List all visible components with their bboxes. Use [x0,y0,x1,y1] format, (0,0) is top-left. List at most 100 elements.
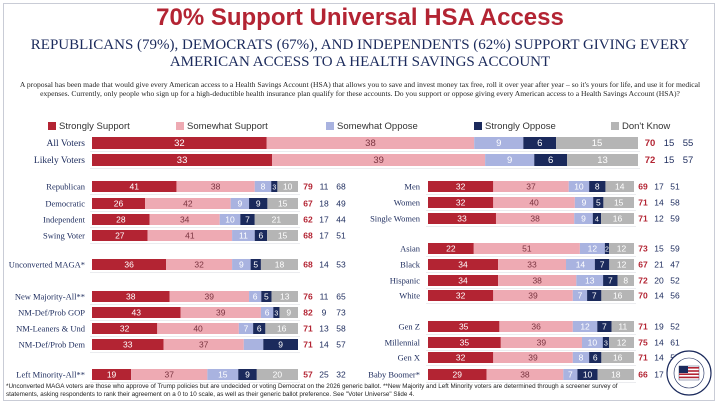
bar-segment-somewhat-support [166,259,233,270]
bar-value-label: 41 [129,182,139,192]
net-support: 68 [336,182,346,192]
bar-segment-strongly-oppose [597,321,612,332]
bar-value-label: 9 [582,198,587,208]
bar-value-label: 12 [617,260,627,270]
bar-value-label: 9 [238,199,243,209]
slide-title: 70% Support Universal HSA Access [156,4,564,31]
bar-segment-somewhat-support [493,181,569,192]
bar-value-label: 19 [107,370,117,380]
total-support: 79 [303,182,313,192]
total-support: 69 [638,182,648,192]
bar-value-label: 10 [574,182,584,192]
bar-segment-somewhat-oppose [238,323,254,334]
bar-segment-somewhat-oppose [254,181,272,192]
net-support: 59 [670,244,680,254]
bar-segment-somewhat-oppose [207,369,239,380]
bar-segment-strongly-support [428,352,494,363]
bar-segment-strongly-oppose [254,230,268,241]
net-support: 49 [336,199,346,209]
bar-value-label: 5 [253,260,258,270]
bar-value-label: 33 [123,340,133,350]
bar-segment-strongly-oppose [253,323,266,334]
new-majority-project-seal [666,350,712,396]
bar-segment-somewhat-support [180,307,261,318]
bar-segment-dont-know [279,307,298,318]
legend: Strongly Support Somewhat Support Somewh… [0,121,720,133]
total-oppose: 17 [654,182,664,192]
bar-segment-strongly-support [92,198,146,209]
bar-segment-somewhat-support [266,137,475,149]
bar-value-label: 10 [583,370,593,380]
row-label: NM-Def/Prob Dem [19,340,86,350]
bar-value-label: 8 [261,182,266,192]
bar-value-label: 37 [526,182,536,192]
bar-value-label: 16 [613,353,623,363]
bar-segment-dont-know [567,154,638,166]
bar-value-label: 12 [617,338,627,348]
bar-value-label: 41 [185,231,195,241]
bar-value-label: 9 [507,155,512,166]
bar-value-label: 9 [278,340,283,350]
bar-segment-strongly-oppose [592,213,602,224]
bar-segment-dont-know [271,291,298,302]
bar-segment-somewhat-support [499,321,573,332]
bar-value-label: 11 [618,322,627,332]
total-oppose: 14 [654,198,664,208]
row-label: Swing Voter [43,231,85,241]
bar-value-label: 32 [456,353,466,363]
bar-segment-somewhat-support [493,197,575,208]
total-oppose: 17 [654,370,664,380]
bar-segment-strongly-support [92,307,181,318]
bar-segment-strongly-oppose [271,181,278,192]
bar-value-label: 7 [245,215,250,225]
bar-segment-strongly-support [92,369,132,380]
legend-somewhat-oppose: Somewhat Oppose [326,121,418,132]
total-oppose: 20 [654,276,664,286]
legend-strongly-oppose: Strongly Oppose [474,121,556,132]
total-oppose: 14 [319,260,329,270]
bar-value-label: 9 [239,260,244,270]
bar-segment-strongly-oppose [602,337,610,348]
total-oppose: 11 [320,292,329,302]
row-label: NM-Leaners & Und [16,324,86,334]
total-support: 76 [303,292,313,302]
total-support: 70 [638,291,648,301]
bar-value-label: 18 [275,260,285,270]
total-support: 71 [638,322,648,332]
bar-value-label: 6 [257,324,262,334]
bar-segment-somewhat-support [493,290,573,301]
bar-segment-strongly-oppose [523,137,557,149]
bar-segment-somewhat-oppose [574,197,594,208]
bar-segment-somewhat-oppose [249,291,262,302]
bar-value-label: 10 [283,182,293,192]
bar-value-label: 29 [453,370,463,380]
bar-segment-somewhat-oppose [566,259,595,270]
bar-segment-somewhat-oppose [572,321,598,332]
bar-value-label: 28 [116,215,126,225]
bar-value-label: 2 [605,247,609,254]
bar-segment-somewhat-support [157,323,239,334]
bar-value-label: 38 [365,138,376,149]
bar-value-label: 3 [604,341,608,348]
bar-segment-strongly-support [92,259,167,270]
legend-label: Somewhat Support [187,121,268,132]
row-label: New Majority-All** [15,292,85,302]
bar-value-label: 18 [611,370,621,380]
bar-value-label: 33 [527,260,537,270]
bar-value-label: 12 [617,244,627,254]
slide-subtitle: REPUBLICANS (79%), DEMOCRATS (67%), AND … [30,37,690,70]
bar-value-label: 33 [457,214,467,224]
row-label: Millennial [385,338,421,348]
bar-value-label: 11 [239,231,248,241]
total-support: 82 [303,308,313,318]
row-label: NM-Def/Prob GOP [18,308,85,318]
bar-segment-dont-know [556,137,638,149]
bar-segment-strongly-oppose [273,307,280,318]
bar-value-label: 7 [608,276,613,286]
bar-value-label: 14 [576,260,586,270]
bar-segment-dont-know [601,290,634,301]
bar-value-label: 21 [272,215,282,225]
bar-segment-strongly-support [428,275,499,286]
total-oppose: 13 [319,324,329,334]
legend-strongly-support: Strongly Support [48,121,130,132]
